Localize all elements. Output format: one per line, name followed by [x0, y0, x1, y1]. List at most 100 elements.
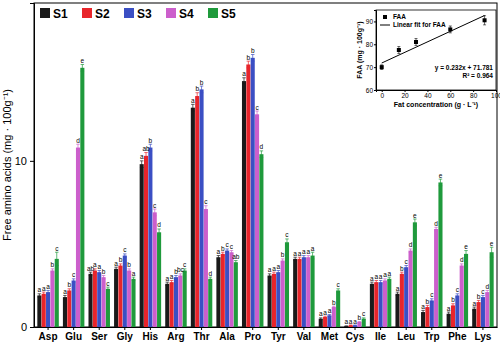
tick: Gly — [117, 327, 134, 342]
error-bar — [293, 257, 296, 260]
error-bar — [388, 277, 391, 280]
bar — [216, 257, 220, 327]
bar — [455, 295, 459, 327]
error-bar — [380, 65, 383, 70]
significance-letter: d — [76, 137, 80, 144]
significance-letter: b — [247, 54, 251, 61]
significance-letter: e — [464, 243, 468, 250]
bar — [297, 259, 301, 327]
error-bar — [191, 104, 194, 111]
error-bar — [97, 271, 100, 274]
significance-letter: c — [72, 271, 76, 278]
error-bar — [55, 252, 58, 265]
tick-label: 0 — [21, 321, 27, 333]
bar — [127, 271, 131, 327]
bar — [153, 212, 157, 327]
error-bar — [353, 325, 356, 327]
tick-label: Pro — [244, 331, 261, 342]
error-bar — [451, 304, 454, 307]
error-bar — [76, 144, 79, 151]
error-bar — [51, 269, 54, 272]
tick-label: 40 — [424, 92, 432, 99]
significance-letter: d — [434, 220, 438, 227]
significance-letter: c — [106, 280, 110, 287]
error-bar — [409, 249, 412, 252]
tick-label: Arg — [167, 331, 184, 342]
error-bar — [400, 272, 403, 275]
chart: 010AspGluSerGlyHisArgThrAlaProTyrValMetC… — [0, 0, 500, 349]
error-bar — [38, 294, 41, 297]
tick-mark — [482, 327, 483, 330]
bar — [251, 58, 255, 327]
error-bar — [174, 275, 177, 278]
error-bar — [490, 247, 493, 257]
bar — [400, 274, 404, 327]
tick-mark — [252, 327, 253, 330]
error-bar — [217, 256, 220, 259]
error-bar — [383, 279, 386, 282]
error-bar — [396, 292, 399, 295]
tick-mark — [329, 327, 330, 330]
bar — [144, 156, 148, 327]
error-bar — [483, 16, 486, 25]
tick-label: Cys — [346, 331, 365, 342]
error-bar — [413, 219, 416, 226]
tick: Lys — [474, 327, 491, 342]
error-bar — [477, 300, 480, 303]
bar — [80, 68, 84, 327]
error-bar — [46, 290, 49, 293]
bar — [336, 290, 340, 327]
tick: Ser — [91, 327, 107, 342]
error-bar — [200, 86, 203, 93]
tick: Ala — [219, 327, 235, 342]
bar — [246, 64, 250, 327]
bar — [37, 295, 41, 327]
significance-letter: b — [200, 79, 204, 86]
tick-label: 100 — [491, 92, 500, 99]
bar — [383, 280, 387, 327]
bar — [472, 309, 476, 327]
error-bar — [106, 287, 109, 290]
tick-mark — [175, 327, 176, 330]
error-bar — [349, 325, 352, 327]
significance-letter: b — [102, 268, 106, 275]
significance-letter: b — [400, 265, 404, 272]
bar — [208, 279, 212, 327]
point — [380, 65, 384, 69]
bar — [438, 182, 442, 327]
point — [397, 48, 401, 52]
tick: Glu — [65, 327, 82, 342]
significance-letter: d — [208, 270, 212, 277]
tick-label: 0 — [380, 92, 384, 99]
bar — [123, 256, 127, 327]
tick: 80 — [366, 41, 376, 48]
tick-mark — [374, 21, 376, 22]
tick-label: 90 — [366, 18, 374, 25]
legend-swatch — [380, 25, 390, 26]
bar — [200, 89, 204, 327]
significance-letter: b — [477, 293, 481, 300]
significance-letter: c — [183, 261, 187, 268]
point — [483, 18, 487, 22]
tick: 80 — [470, 90, 478, 99]
error-bar — [456, 294, 459, 297]
bar — [460, 266, 464, 327]
bar — [55, 259, 59, 327]
tick-mark — [278, 327, 279, 330]
significance-letter: c — [123, 246, 127, 253]
bar — [229, 252, 233, 327]
significance-letter: a — [63, 288, 67, 295]
tick: 60 — [366, 87, 376, 94]
significance-letter: e — [413, 212, 417, 219]
bar — [165, 284, 169, 327]
error-bar — [144, 153, 147, 160]
significance-letter: d — [409, 241, 413, 248]
tick-label: 80 — [366, 41, 374, 48]
bar — [285, 242, 289, 327]
error-bar — [272, 272, 275, 275]
legend-swatch — [208, 8, 218, 18]
error-bar — [481, 295, 484, 298]
tick-label: Thr — [193, 331, 209, 342]
tick-mark — [355, 327, 356, 330]
bar — [234, 262, 238, 327]
